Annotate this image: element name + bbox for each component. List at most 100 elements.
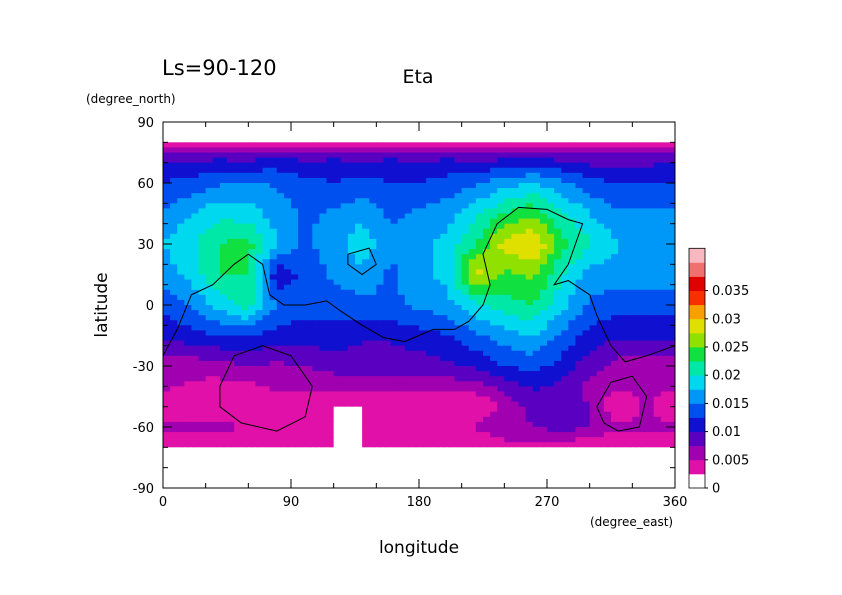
heatmap-cell	[497, 274, 505, 281]
heatmap-cell	[355, 279, 363, 286]
heatmap-cell	[241, 188, 249, 194]
heatmap-cell	[504, 127, 513, 133]
heatmap-cell	[554, 386, 562, 393]
heatmap-cell	[518, 167, 527, 174]
heatmap-cell	[589, 391, 598, 398]
heatmap-cell	[582, 396, 591, 403]
heatmap-cell	[518, 457, 527, 464]
heatmap-cell	[411, 411, 420, 418]
heatmap-cell	[269, 208, 278, 215]
heatmap-cell	[646, 325, 655, 332]
heatmap-cell	[653, 203, 662, 210]
heatmap-cell	[198, 157, 207, 164]
heatmap-cell	[618, 269, 626, 276]
heatmap-cell	[447, 305, 456, 311]
heatmap-cell	[298, 411, 306, 418]
heatmap-cell	[433, 188, 441, 194]
heatmap-cell	[340, 472, 349, 479]
heatmap-cell	[369, 437, 377, 443]
heatmap-cell	[397, 315, 406, 321]
heatmap-cell	[447, 360, 456, 367]
heatmap-cell	[255, 462, 264, 469]
heatmap-cell	[511, 218, 520, 225]
heatmap-cell	[198, 137, 207, 143]
heatmap-cell	[653, 198, 662, 204]
heatmap-cell	[326, 188, 335, 194]
heatmap-cell	[205, 218, 214, 225]
heatmap-cell	[653, 289, 662, 296]
heatmap-cell	[369, 183, 377, 189]
heatmap-cell	[426, 177, 434, 184]
heatmap-cell	[241, 269, 249, 276]
heatmap-cell	[269, 472, 278, 479]
heatmap-cell	[639, 132, 648, 138]
heatmap-cell	[269, 406, 278, 413]
heatmap-cell	[575, 188, 584, 194]
heatmap-cell	[212, 223, 221, 230]
heatmap-cell	[490, 244, 498, 250]
heatmap-cell	[255, 452, 264, 459]
heatmap-cell	[618, 427, 626, 433]
heatmap-cell	[504, 177, 513, 184]
heatmap-cell	[305, 264, 313, 271]
heatmap-cell	[397, 142, 406, 149]
heatmap-cell	[454, 188, 463, 194]
heatmap-cell	[518, 183, 527, 189]
heatmap-cell	[504, 371, 513, 377]
heatmap-cell	[646, 223, 655, 230]
heatmap-cell	[255, 305, 264, 311]
heatmap-cell	[177, 132, 185, 138]
heatmap-cell	[212, 208, 221, 215]
heatmap-cell	[404, 452, 413, 459]
heatmap-cell	[340, 310, 349, 316]
heatmap-cell	[305, 457, 313, 464]
heatmap-cell	[554, 305, 562, 311]
heatmap-cell	[170, 172, 178, 179]
heatmap-cell	[319, 406, 328, 413]
heatmap-cell	[305, 203, 313, 210]
heatmap-cell	[248, 137, 257, 143]
heatmap-cell	[248, 325, 257, 332]
heatmap-cell	[262, 396, 271, 403]
heatmap-cell	[198, 427, 207, 433]
heatmap-cell	[653, 340, 662, 347]
heatmap-cell	[454, 228, 463, 235]
heatmap-cell	[667, 299, 675, 306]
heatmap-cell	[298, 284, 306, 291]
heatmap-cell	[575, 330, 584, 337]
heatmap-cell	[639, 152, 648, 159]
heatmap-cell	[205, 447, 214, 454]
heatmap-cell	[319, 315, 328, 321]
heatmap-cell	[248, 345, 257, 352]
heatmap-cell	[667, 193, 675, 199]
heatmap-cell	[660, 259, 669, 265]
heatmap-cell	[582, 157, 591, 164]
heatmap-cell	[625, 462, 633, 469]
heatmap-cell	[333, 132, 342, 138]
heatmap-cell	[291, 350, 299, 357]
heatmap-cell	[298, 264, 306, 271]
heatmap-cell	[276, 310, 285, 316]
heatmap-cell	[376, 411, 385, 418]
heatmap-cell	[319, 325, 328, 332]
heatmap-cell	[198, 259, 207, 265]
heatmap-cell	[582, 162, 591, 169]
heatmap-cell	[411, 401, 420, 408]
heatmap-cell	[568, 320, 577, 326]
heatmap-cell	[611, 457, 619, 464]
heatmap-cell	[227, 218, 235, 225]
heatmap-cell	[205, 360, 214, 367]
heatmap-cell	[234, 371, 242, 377]
heatmap-cell	[653, 427, 662, 433]
heatmap-cell	[170, 269, 178, 276]
heatmap-cell	[468, 432, 477, 438]
heatmap-cell	[234, 472, 242, 479]
heatmap-cell	[539, 274, 548, 281]
heatmap-cell	[625, 452, 633, 459]
heatmap-cell	[198, 183, 207, 189]
heatmap-cell	[227, 269, 235, 276]
heatmap-cell	[397, 355, 406, 362]
heatmap-cell	[411, 228, 420, 235]
heatmap-cell	[347, 330, 356, 337]
heatmap-cell	[547, 193, 555, 199]
